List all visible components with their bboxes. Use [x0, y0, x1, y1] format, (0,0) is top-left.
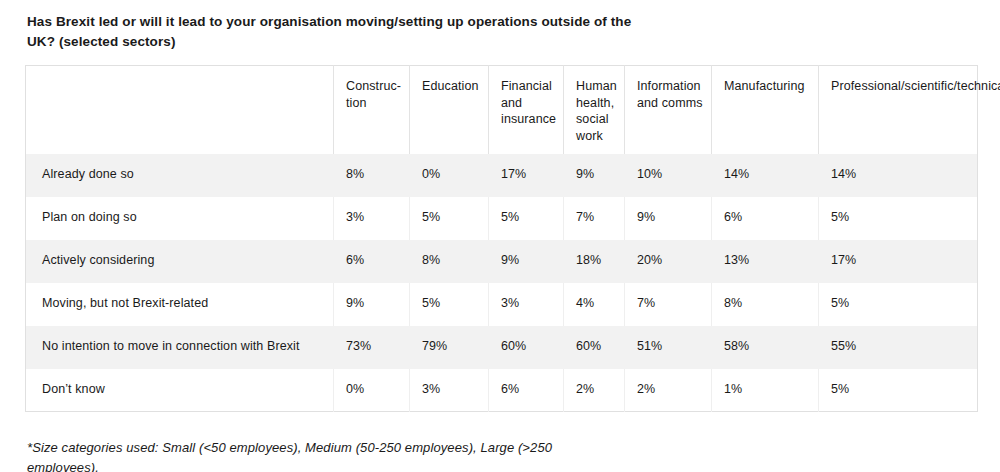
table-cell: 60%	[489, 326, 564, 369]
footnote: *Size categories used: Small (<50 employ…	[27, 438, 562, 472]
table-cell: 8%	[334, 154, 410, 197]
table-cell: 5%	[410, 197, 489, 240]
row-label: Actively considering	[26, 240, 334, 283]
table-row-no-intention-to-move: No intention to move in connection with …	[26, 326, 978, 369]
table-cell: 5%	[410, 283, 489, 326]
table-cell: 3%	[410, 369, 489, 412]
table-row-dont-know: Don’t know 0% 3% 6% 2% 2% 1% 5%	[26, 369, 978, 412]
table-cell: 2%	[564, 369, 625, 412]
table-cell: 6%	[334, 240, 410, 283]
column-header-construction: Construc-tion	[334, 66, 410, 154]
header-empty-cell	[26, 66, 334, 154]
table-cell: 73%	[334, 326, 410, 369]
table-cell: 14%	[712, 154, 819, 197]
table-cell: 10%	[625, 154, 712, 197]
table-cell: 79%	[410, 326, 489, 369]
table-cell: 0%	[410, 154, 489, 197]
table-header-row: Construc-tion Education Financial and in…	[26, 66, 978, 154]
table-cell: 7%	[625, 283, 712, 326]
table-row-plan-on-doing-so: Plan on doing so 3% 5% 5% 7% 9% 6% 5%	[26, 197, 978, 240]
table-cell: 51%	[625, 326, 712, 369]
table-cell: 5%	[819, 197, 978, 240]
table-cell: 17%	[489, 154, 564, 197]
table-cell: 9%	[334, 283, 410, 326]
table-cell: 8%	[712, 283, 819, 326]
row-label: No intention to move in connection with …	[26, 326, 334, 369]
table-cell: 2%	[625, 369, 712, 412]
page: Has Brexit led or will it lead to your o…	[0, 0, 1000, 472]
column-header-education: Education	[410, 66, 489, 154]
row-label: Don’t know	[26, 369, 334, 412]
column-header-financial-insurance: Financial and insurance	[489, 66, 564, 154]
row-label: Already done so	[26, 154, 334, 197]
table-cell: 9%	[564, 154, 625, 197]
row-label: Moving, but not Brexit-related	[26, 283, 334, 326]
table-cell: 1%	[712, 369, 819, 412]
brexit-sector-table: Construc-tion Education Financial and in…	[25, 65, 978, 412]
row-label: Plan on doing so	[26, 197, 334, 240]
column-header-information-comms: Information and comms	[625, 66, 712, 154]
table-row-actively-considering: Actively considering 6% 8% 9% 18% 20% 13…	[26, 240, 978, 283]
table-cell: 18%	[564, 240, 625, 283]
table-cell: 8%	[410, 240, 489, 283]
table-cell: 13%	[712, 240, 819, 283]
table-cell: 58%	[712, 326, 819, 369]
column-header-manufacturing: Manufacturing	[712, 66, 819, 154]
table-cell: 55%	[819, 326, 978, 369]
table-cell: 60%	[564, 326, 625, 369]
table-cell: 3%	[489, 283, 564, 326]
page-title: Has Brexit led or will it lead to your o…	[27, 12, 662, 51]
table-cell: 0%	[334, 369, 410, 412]
table-cell: 6%	[712, 197, 819, 240]
table-cell: 9%	[489, 240, 564, 283]
table-cell: 6%	[489, 369, 564, 412]
table-cell: 5%	[819, 369, 978, 412]
table-cell: 20%	[625, 240, 712, 283]
table-cell: 5%	[489, 197, 564, 240]
table-row-moving-not-brexit-related: Moving, but not Brexit-related 9% 5% 3% …	[26, 283, 978, 326]
table-cell: 5%	[819, 283, 978, 326]
table-cell: 4%	[564, 283, 625, 326]
table-cell: 3%	[334, 197, 410, 240]
table-row-already-done-so: Already done so 8% 0% 17% 9% 10% 14% 14%	[26, 154, 978, 197]
table-cell: 7%	[564, 197, 625, 240]
table-cell: 14%	[819, 154, 978, 197]
table-cell: 17%	[819, 240, 978, 283]
column-header-professional-scientific: Professional/scientific/technical	[819, 66, 978, 154]
column-header-human-health: Human health, social work	[564, 66, 625, 154]
table-cell: 9%	[625, 197, 712, 240]
